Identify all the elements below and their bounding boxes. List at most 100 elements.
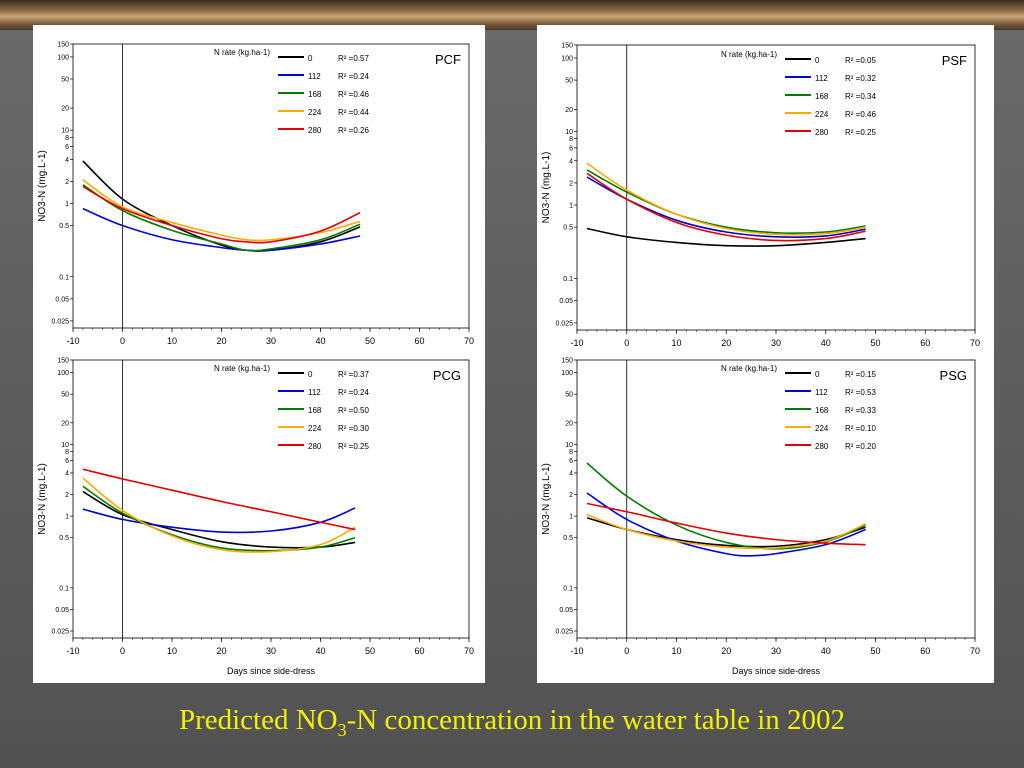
series-line-224 <box>82 179 361 242</box>
y-tick-label: 0.5 <box>563 225 573 232</box>
x-tick-label: 0 <box>120 336 125 346</box>
series-line-0 <box>586 227 866 247</box>
x-tick-label: 40 <box>315 336 325 346</box>
y-tick-label: 10 <box>565 442 573 449</box>
legend-r2-112: R² =0.24 <box>338 388 369 397</box>
y-tick-label: 150 <box>561 358 573 365</box>
legend-label-280: 280 <box>815 128 829 137</box>
legend-r2-112: R² =0.32 <box>845 74 876 83</box>
y-axis-label: NO3-N (mg.L-1) <box>37 463 48 535</box>
chart-panel-psg: 150 100 50 20 10 8 6 4 2 1 0.5 0.1 0.05 0.025 -10 0 10 20… <box>537 355 994 683</box>
y-tick-label: 10 <box>565 129 573 136</box>
y-tick-label: 0.05 <box>55 296 69 303</box>
x-tick-label: 50 <box>365 336 375 346</box>
legend-r2-0: R² =0.37 <box>338 370 369 379</box>
y-tick-label: 8 <box>65 135 69 142</box>
legend-r2-224: R² =0.10 <box>845 424 876 433</box>
y-tick-label: 0.05 <box>55 607 69 614</box>
x-tick-label: 10 <box>167 646 177 656</box>
chart-title: PCG <box>433 368 461 383</box>
y-tick-label: 50 <box>565 78 573 85</box>
legend-title: N rate (kg.ha-1) <box>214 48 270 57</box>
y-tick-label: 1 <box>65 514 69 521</box>
y-tick-label: 1 <box>65 201 69 208</box>
y-tick-label: 50 <box>565 392 573 399</box>
chart-title: PCF <box>435 52 461 67</box>
x-tick-label: 30 <box>266 646 276 656</box>
legend-r2-168: R² =0.33 <box>845 406 876 415</box>
series-line-280 <box>586 172 866 242</box>
y-tick-label: 100 <box>57 54 69 61</box>
legend-label-112: 112 <box>308 72 321 81</box>
y-tick-label: 0.5 <box>59 535 69 542</box>
legend-title: N rate (kg.ha-1) <box>214 364 270 373</box>
legend-label-112: 112 <box>815 74 828 83</box>
legend-label-0: 0 <box>815 370 820 379</box>
y-axis-label: NO3-N (mg.L-1) <box>541 463 552 535</box>
legend-r2-112: R² =0.53 <box>845 388 876 397</box>
x-tick-label: 70 <box>970 338 980 348</box>
legend-title: N rate (kg.ha-1) <box>721 364 777 373</box>
series-line-0 <box>82 160 361 252</box>
x-tick-label: 30 <box>771 646 781 656</box>
legend-r2-0: R² =0.05 <box>845 56 876 65</box>
slide-title-suffix: -N concentration in the water table in 2… <box>346 704 846 736</box>
legend-r2-224: R² =0.46 <box>845 110 876 119</box>
y-tick-label: 20 <box>61 420 69 427</box>
x-tick-label: 40 <box>315 646 325 656</box>
legend-label-280: 280 <box>308 442 322 451</box>
series-line-280 <box>82 185 361 244</box>
legend-r2-112: R² =0.24 <box>338 72 369 81</box>
series-line-112 <box>82 207 361 252</box>
legend-label-168: 168 <box>815 406 829 415</box>
y-tick-label: 150 <box>57 42 69 49</box>
y-tick-label: 1 <box>569 514 573 521</box>
y-tick-label: 100 <box>561 370 573 377</box>
y-tick-label: 6 <box>569 458 573 465</box>
x-tick-label: 40 <box>821 338 831 348</box>
legend-label-112: 112 <box>815 388 828 397</box>
y-tick-label: 0.1 <box>563 276 573 283</box>
x-tick-label: 60 <box>414 336 424 346</box>
y-tick-label: 2 <box>65 179 69 186</box>
x-tick-label: 70 <box>464 646 474 656</box>
legend-r2-280: R² =0.25 <box>338 442 369 451</box>
legend-r2-280: R² =0.26 <box>338 126 369 135</box>
y-tick-label: 0.05 <box>559 607 573 614</box>
x-tick-label: 20 <box>721 646 731 656</box>
x-tick-label: 10 <box>671 646 681 656</box>
y-tick-label: 8 <box>65 449 69 456</box>
legend-label-280: 280 <box>815 442 829 451</box>
legend-r2-0: R² =0.57 <box>338 54 369 63</box>
x-tick-label: 60 <box>414 646 424 656</box>
x-tick-label: 20 <box>216 646 226 656</box>
y-tick-label: 0.1 <box>563 585 573 592</box>
y-tick-label: 4 <box>569 158 573 165</box>
y-tick-label: 0.025 <box>51 318 69 325</box>
y-tick-label: 1 <box>569 203 573 210</box>
y-tick-label: 2 <box>569 180 573 187</box>
x-tick-label: 0 <box>624 646 629 656</box>
plot-frame <box>576 359 976 639</box>
y-tick-label: 8 <box>569 449 573 456</box>
series-line-112 <box>586 492 866 557</box>
chart-panel-pcg: 150 100 50 20 10 8 6 4 2 1 0.5 0.1 0.05 0.025 -10 0 10 20… <box>33 355 485 683</box>
legend-label-168: 168 <box>308 406 322 415</box>
legend-r2-224: R² =0.44 <box>338 108 369 117</box>
series-line-224 <box>82 477 356 553</box>
legend-label-112: 112 <box>308 388 321 397</box>
x-tick-label: 30 <box>266 336 276 346</box>
x-tick-label: 30 <box>771 338 781 348</box>
legend-label-168: 168 <box>308 90 322 99</box>
legend-label-280: 280 <box>308 126 322 135</box>
x-tick-label: 70 <box>464 336 474 346</box>
y-tick-label: 6 <box>65 458 69 465</box>
slide-title-subscript: 3 <box>337 719 347 740</box>
y-tick-label: 4 <box>569 470 573 477</box>
x-tick-label: 0 <box>624 338 629 348</box>
x-tick-label: 40 <box>821 646 831 656</box>
y-tick-label: 2 <box>569 492 573 499</box>
